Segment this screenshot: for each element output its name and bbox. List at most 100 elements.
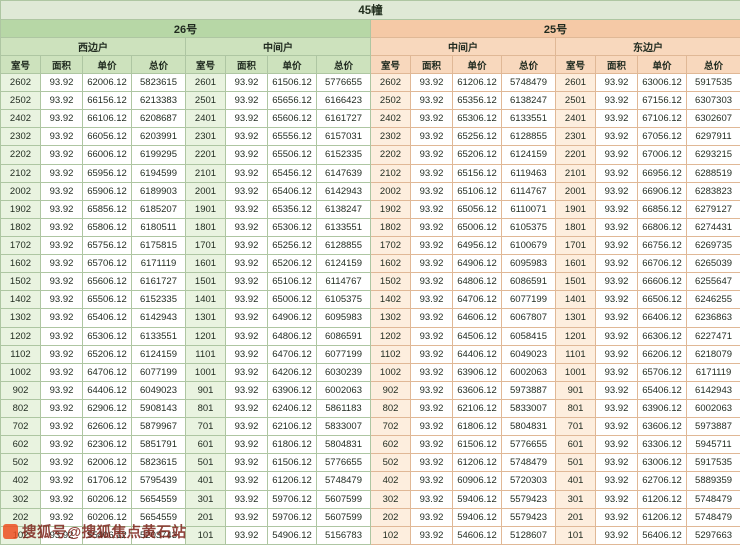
room-cell: 601 xyxy=(555,435,596,455)
unit-price-cell: 64956.12 xyxy=(452,235,502,256)
area-cell: 93.92 xyxy=(410,362,453,382)
area-cell: 93.92 xyxy=(595,235,638,256)
unit-price-cell: 59706.12 xyxy=(267,489,317,509)
unit-price-cell: 64506.12 xyxy=(452,326,502,346)
unit-price-cell: 63906.12 xyxy=(452,362,502,382)
total-price-cell: 6105375 xyxy=(316,290,371,310)
area-cell: 93.92 xyxy=(595,326,638,346)
total-price-cell: 5748479 xyxy=(501,453,556,473)
room-cell: 102 xyxy=(370,525,411,545)
area-cell: 93.92 xyxy=(40,453,83,473)
unit-price-cell: 65306.12 xyxy=(82,326,132,346)
table-row: 1802 93.92 65806.12 6180511 1801 93.92 65306.1… xyxy=(0,217,740,237)
unit-price-cell: 64806.12 xyxy=(452,272,502,292)
total-price-cell: 5833007 xyxy=(316,417,371,437)
room-cell: 1401 xyxy=(555,290,596,310)
room-cell: 1802 xyxy=(0,217,41,237)
room-cell: 802 xyxy=(370,398,411,419)
room-cell: 1201 xyxy=(185,326,226,346)
table-row: 402 93.92 61706.12 5795439 401 93.92 61206.12 5… xyxy=(0,471,740,491)
room-cell: 601 xyxy=(185,435,226,455)
area-cell: 93.92 xyxy=(225,127,268,147)
total-price-cell: 5795439 xyxy=(131,471,186,491)
room-cell: 2402 xyxy=(0,109,41,129)
unit-price-cell: 65756.12 xyxy=(82,235,132,256)
total-price-cell: 6002063 xyxy=(316,380,371,400)
unit-price-cell: 64906.12 xyxy=(452,254,502,274)
total-price-cell: 5833007 xyxy=(501,398,556,419)
unit-price-cell: 59706.12 xyxy=(267,507,317,527)
area-cell: 93.92 xyxy=(225,398,268,419)
unit-price-cell: 66856.12 xyxy=(637,199,687,219)
unit-price-cell: 65206.12 xyxy=(452,145,502,165)
unit-price-cell: 63006.12 xyxy=(637,453,687,473)
unit-price-cell: 65506.12 xyxy=(82,290,132,310)
room-cell: 1001 xyxy=(555,362,596,382)
area-cell: 93.92 xyxy=(410,290,453,310)
room-cell: 2101 xyxy=(185,163,226,183)
area-cell: 93.92 xyxy=(410,525,453,545)
table-row: 502 93.92 62006.12 5823615 501 93.92 61506.12 5… xyxy=(0,453,740,473)
unit-price-cell: 65606.12 xyxy=(267,109,317,129)
total-price-cell: 6203991 xyxy=(131,127,186,147)
table-row: 102 93.92 55406.12 5203743 101 93.92 54906.12 5… xyxy=(0,525,740,545)
total-price-cell: 6002063 xyxy=(685,398,740,419)
unit-price-cell: 65106.12 xyxy=(452,181,502,201)
table-row: 602 93.92 62306.12 5851791 601 93.92 61806.12 5… xyxy=(0,435,740,455)
column-header-row: 室号 面积 单价 总价 室号 面积 单价 总价 室号 面积 单价 总价 室号 面… xyxy=(0,55,740,74)
room-cell: 1601 xyxy=(555,254,596,274)
area-cell: 93.92 xyxy=(410,435,453,455)
room-cell: 1301 xyxy=(185,308,226,328)
total-price-cell: 6166423 xyxy=(316,91,371,111)
unit-price-cell: 65156.12 xyxy=(452,163,502,183)
room-cell: 2101 xyxy=(555,163,596,183)
area-cell: 93.92 xyxy=(410,145,453,165)
total-price-cell: 6124159 xyxy=(501,145,556,165)
unit-price-cell: 55406.12 xyxy=(82,525,132,545)
total-price-cell: 6100679 xyxy=(501,235,556,256)
total-price-cell: 6307303 xyxy=(685,91,740,111)
room-cell: 501 xyxy=(185,453,226,473)
unit-price-cell: 54606.12 xyxy=(452,525,502,545)
room-cell: 902 xyxy=(370,380,411,400)
room-cell: 1202 xyxy=(0,326,41,346)
total-price-cell: 5917535 xyxy=(685,453,740,473)
area-cell: 93.92 xyxy=(410,507,453,527)
total-price-cell: 6236863 xyxy=(685,308,740,328)
total-price-cell: 6213383 xyxy=(131,91,186,111)
unit-price-cell: 65456.12 xyxy=(267,163,317,183)
room-cell: 101 xyxy=(185,525,226,545)
area-cell: 93.92 xyxy=(225,217,268,237)
table-row: 2602 93.92 62006.12 5823615 2601 93.92 61506.1… xyxy=(0,72,740,93)
total-price-cell: 6077199 xyxy=(501,290,556,310)
room-cell: 401 xyxy=(555,471,596,491)
room-cell: 1101 xyxy=(185,344,226,364)
area-cell: 93.92 xyxy=(410,217,453,237)
room-cell: 801 xyxy=(555,398,596,419)
unit-price-cell: 62406.12 xyxy=(267,398,317,419)
area-cell: 93.92 xyxy=(410,272,453,292)
room-cell: 1801 xyxy=(185,217,226,237)
total-price-cell: 6265039 xyxy=(685,254,740,274)
total-price-cell: 5128607 xyxy=(501,525,556,545)
total-price-cell: 6199295 xyxy=(131,145,186,165)
unit-price-cell: 63306.12 xyxy=(637,435,687,455)
area-cell: 93.92 xyxy=(595,127,638,147)
room-cell: 1202 xyxy=(370,326,411,346)
area-cell: 93.92 xyxy=(40,398,83,419)
table-title-row: 45幢 xyxy=(0,0,740,20)
unit-price-cell: 65306.12 xyxy=(267,217,317,237)
room-cell: 1602 xyxy=(370,254,411,274)
area-cell: 93.92 xyxy=(40,417,83,437)
area-cell: 93.92 xyxy=(225,362,268,382)
area-cell: 93.92 xyxy=(595,163,638,183)
area-cell: 93.92 xyxy=(410,380,453,400)
col-header-total-price: 总价 xyxy=(501,55,556,74)
unit-price-cell: 65556.12 xyxy=(267,127,317,147)
room-cell: 2102 xyxy=(370,163,411,183)
area-cell: 93.92 xyxy=(595,254,638,274)
col-header-area: 面积 xyxy=(225,55,268,74)
area-cell: 93.92 xyxy=(410,471,453,491)
room-cell: 2601 xyxy=(555,72,596,93)
unit-price-cell: 60906.12 xyxy=(452,471,502,491)
